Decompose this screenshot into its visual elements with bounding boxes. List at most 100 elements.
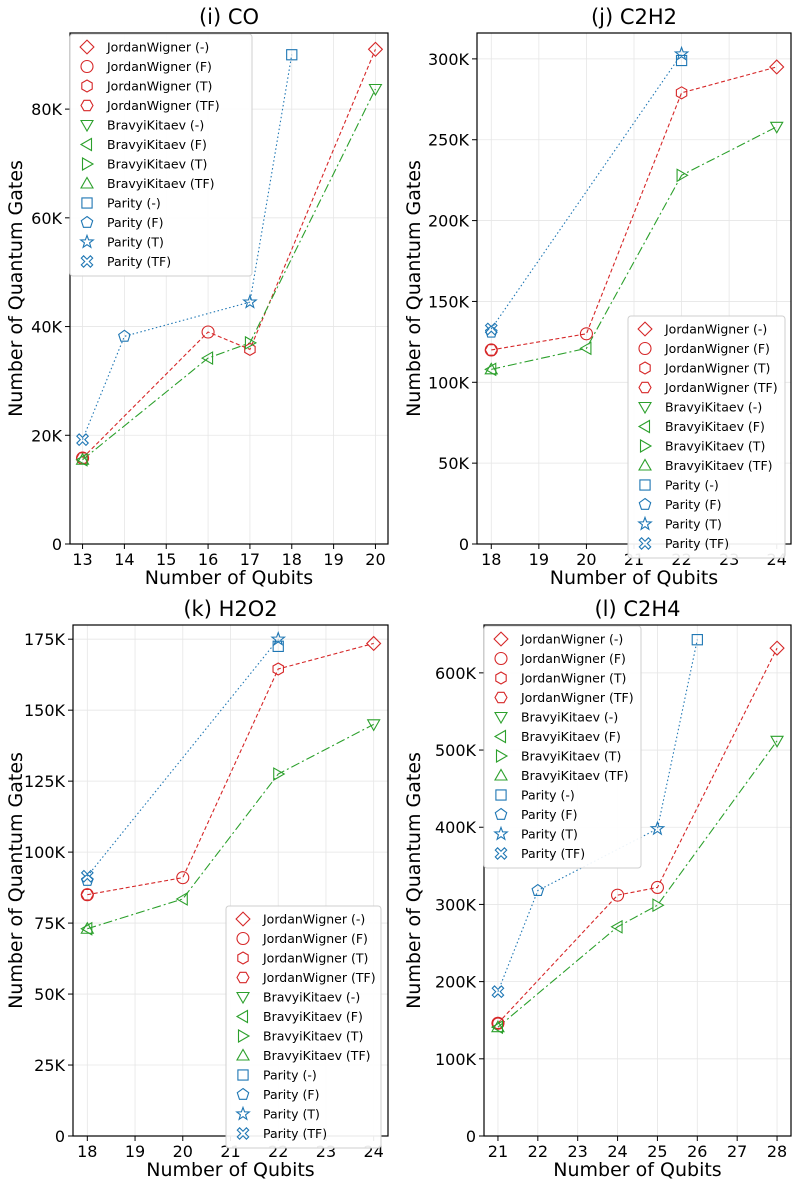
x-tick-label: 20 — [173, 1142, 193, 1161]
y-tick-label: 40K — [31, 318, 62, 337]
data-point-parity-t — [242, 293, 258, 309]
data-point-parity-tf — [491, 985, 505, 999]
data-point-parity-t — [270, 630, 287, 646]
x-tick-label: 19 — [323, 550, 343, 569]
x-tick-label: 21 — [488, 1142, 508, 1161]
legend-marker-bravyikitaev-tf — [236, 1048, 250, 1061]
legend-label: JordanWigner (TF) — [262, 970, 376, 985]
legend-marker-bravyikitaev-tf — [80, 176, 94, 189]
legend-label: Parity (T) — [665, 517, 722, 532]
legend-marker-jordanwigner-t — [495, 671, 507, 685]
legend-marker-bravyikitaev-tf — [638, 458, 652, 471]
legend-marker-bravyikitaev-f — [637, 419, 651, 434]
legend: JordanWigner (-) JordanWigner (F) JordanWi… — [69, 33, 253, 277]
legend-label: Parity (-) — [521, 788, 575, 803]
data-point-bravyikitaev-tf — [484, 362, 499, 375]
x-tick-label: 23 — [568, 1142, 588, 1161]
y-tick-label: 25K — [34, 1056, 65, 1075]
legend-label: Parity (TF) — [665, 536, 729, 551]
data-point-parity-tf — [76, 433, 90, 447]
legend-label: BravyiKitaev (-) — [107, 118, 204, 133]
legend-label: Parity (TF) — [107, 254, 171, 269]
data-point-bravyikitaev-t — [652, 898, 665, 913]
legend-label: BravyiKitaev (F) — [665, 419, 765, 434]
data-point-bravyikitaev-tf — [491, 1020, 505, 1033]
x-axis-label: Number of Qubits — [145, 567, 313, 589]
legend-label: JordanWigner (-) — [262, 912, 365, 927]
legend-marker-parity-f — [80, 215, 94, 228]
data-point-bravyikitaev — [368, 83, 383, 97]
y-axis-label: Number of Quantum Gates — [5, 160, 27, 417]
x-tick-label: 26 — [687, 1142, 707, 1161]
legend-marker-parity-f — [236, 1087, 250, 1100]
data-point-jordanwigner-f — [579, 327, 593, 341]
legend-marker-jordanwigner — [637, 321, 653, 337]
data-point-bravyikitaev-f — [490, 1020, 503, 1035]
series-line-jordanwigner — [82, 49, 376, 459]
legend: JordanWigner (-) JordanWigner (F) JordanWi… — [627, 315, 786, 559]
legend-marker-bravyikitaev-t — [81, 157, 95, 171]
legend-label: JordanWigner (-) — [106, 40, 209, 55]
legend-label: JordanWigner (T) — [262, 951, 368, 966]
data-point-jordanwigner-t — [272, 662, 284, 676]
legend-label: BravyiKitaev (TF) — [665, 458, 773, 473]
legend: JordanWigner (-) JordanWigner (F) JordanWi… — [225, 905, 382, 1149]
plot-frame — [69, 32, 389, 545]
legend-marker-parity-tf — [80, 255, 94, 268]
series-markers — [80, 630, 382, 936]
data-point-parity — [286, 49, 298, 61]
y-tick-label: 400K — [435, 818, 477, 837]
data-point-bravyikitaev-f — [200, 351, 214, 366]
series-lines — [82, 49, 376, 461]
x-tick-label: 18 — [77, 1142, 97, 1161]
data-point-parity-t — [673, 45, 690, 61]
legend-label: JordanWigner (T) — [106, 79, 212, 94]
legend-label: BravyiKitaev (TF) — [521, 768, 629, 783]
chart-panel-c2h2: 18 19 20 21 22 23 24050K100K150K200K250K300K(j… — [403, 5, 792, 589]
data-point-parity-f — [484, 325, 498, 338]
legend-label: Parity (T) — [107, 235, 164, 250]
x-axis-label: Number of Qubits — [550, 567, 718, 589]
x-tick-label: 18 — [282, 550, 302, 569]
legend-marker-parity-tf — [236, 1127, 250, 1140]
legend-marker-jordanwigner-tf — [494, 691, 508, 704]
legend-marker-bravyikitaev-tf — [494, 768, 508, 781]
legend-marker-bravyikitaev-f — [79, 137, 93, 152]
x-tick-label: 14 — [114, 550, 134, 569]
data-point-jordanwigner-tf — [484, 344, 498, 356]
legend-label: BravyiKitaev (-) — [263, 990, 360, 1005]
legend-marker-bravyikitaev-t — [495, 749, 509, 763]
x-tick-label: 24 — [607, 1142, 627, 1161]
legend-label: JordanWigner (TF) — [106, 98, 220, 113]
legend-marker-jordanwigner-f — [80, 59, 94, 74]
series-line-bravyikitaev — [87, 723, 374, 930]
legend-label: BravyiKitaev (TF) — [107, 176, 215, 191]
legend-box — [483, 625, 642, 869]
y-tick-label: 125K — [24, 772, 66, 791]
data-point-jordanwigner-t — [492, 1016, 504, 1030]
y-axis-label: Number of Quantum Gates — [403, 160, 425, 417]
data-point-bravyikitaev-t — [273, 767, 286, 781]
y-tick-label: 50K — [438, 454, 469, 473]
y-tick-label: 80K — [31, 100, 62, 119]
series-line-parity — [86, 638, 279, 877]
legend-marker-jordanwigner-f — [494, 651, 508, 666]
legend-box — [627, 315, 786, 559]
legend-label: BravyiKitaev (TF) — [263, 1048, 371, 1063]
legend-label: JordanWigner (TF) — [520, 690, 634, 705]
x-tick-label: 15 — [156, 550, 176, 569]
legend-marker-parity-tf — [494, 847, 508, 860]
y-tick-label: 250K — [428, 131, 470, 150]
legend-label: Parity (F) — [521, 807, 577, 822]
legend: JordanWigner (-) JordanWigner (F) JordanWi… — [483, 625, 642, 869]
legend-marker-jordanwigner-tf — [638, 381, 652, 394]
series-line-jordanwigner — [491, 66, 777, 351]
legend-marker-jordanwigner-f — [236, 931, 250, 946]
series-markers — [75, 41, 384, 467]
legend-marker-bravyikitaev — [80, 119, 94, 133]
series-markers — [484, 45, 785, 377]
legend-marker-parity-t — [493, 825, 509, 841]
legend-label: JordanWigner (F) — [520, 651, 626, 666]
legend-label: Parity (F) — [263, 1087, 319, 1102]
chart-panel-h2o2: 18 19 20 21 22 23 24025K50K75K100K125K150K175K… — [5, 597, 389, 1181]
